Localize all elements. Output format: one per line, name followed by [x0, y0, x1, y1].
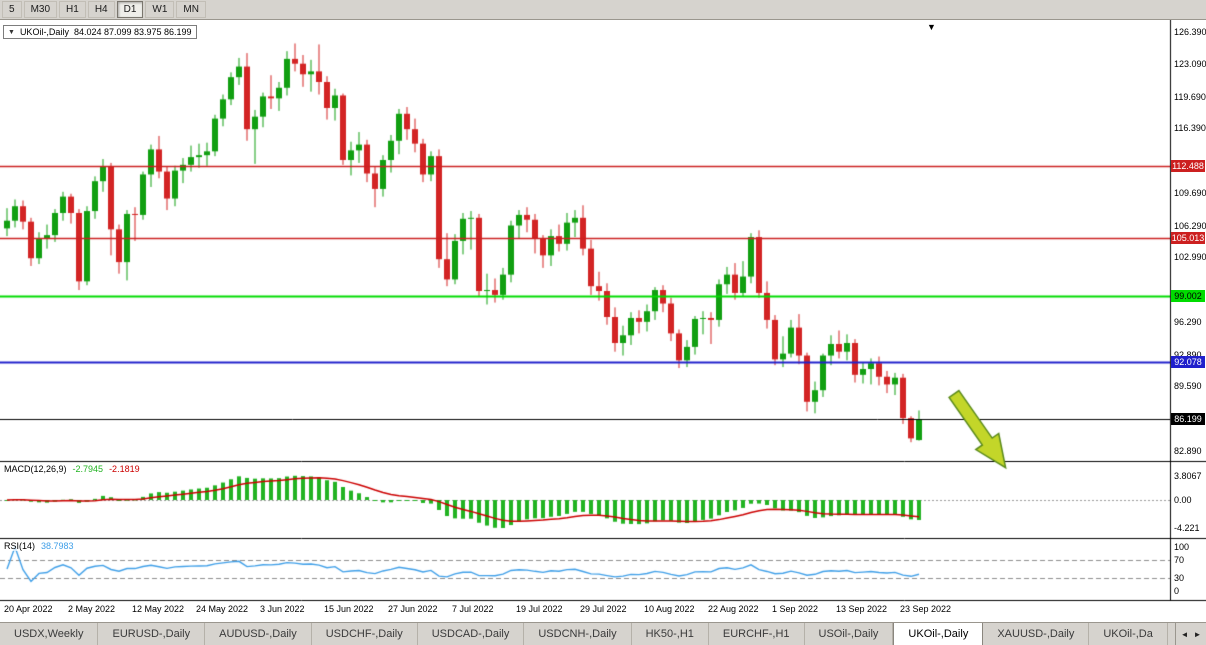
- date-axis-label: 19 Jul 2022: [516, 604, 563, 614]
- tf-button-w1[interactable]: W1: [145, 1, 175, 18]
- tf-button-m30[interactable]: M30: [23, 1, 58, 18]
- macd-value: -2.7945: [72, 464, 104, 474]
- macd-scale-label: 0.00: [1174, 495, 1192, 505]
- price-axis-tick: 92.890: [1174, 349, 1202, 360]
- symbol-name: UKOil-,Daily: [19, 27, 69, 37]
- date-axis-label: 1 Sep 2022: [772, 604, 819, 614]
- date-axis-label: 7 Jul 2022: [452, 604, 494, 614]
- rsi-scale-label: 70: [1174, 555, 1185, 566]
- ohlc-values: 84.024 87.099 83.975 86.199: [73, 27, 192, 37]
- tab-xauusd-daily[interactable]: XAUUSD-,Daily: [983, 623, 1090, 645]
- tab-usdx-weekly[interactable]: USDX,Weekly: [0, 623, 99, 645]
- date-axis-label: 22 Aug 2022: [708, 604, 759, 614]
- date-axis-label: 13 Sep 2022: [836, 604, 888, 614]
- tab-eurchf-h1[interactable]: EURCHF-,H1: [709, 623, 805, 645]
- date-axis-label: 2 May 2022: [68, 604, 116, 614]
- date-axis-label: 3 Jun 2022: [260, 604, 305, 614]
- price-axis-tick: 126.390: [1174, 27, 1206, 37]
- date-axis-label: 12 May 2022: [132, 604, 185, 614]
- tab-usdcnh-daily[interactable]: USDCNH-,Daily: [524, 623, 632, 645]
- chart-shift-marker-icon: ▼: [927, 22, 936, 32]
- rsi-indicator-label: RSI(14) 38.7983: [4, 541, 74, 551]
- date-axis-label: 23 Sep 2022: [900, 604, 952, 614]
- price-axis-tick: 119.690: [1174, 91, 1206, 102]
- tab-usdcad-daily[interactable]: USDCAD-,Daily: [418, 623, 525, 645]
- price-chart-canvas[interactable]: [0, 20, 1206, 622]
- date-axis-label: 27 Jun 2022: [388, 604, 438, 614]
- date-axis-label: 24 May 2022: [196, 604, 249, 614]
- rsi-scale-label: 100: [1174, 542, 1190, 552]
- macd-title: MACD(12,26,9): [4, 464, 67, 474]
- macd-scale-label: -4.221: [1174, 523, 1200, 533]
- date-axis-label: 15 Jun 2022: [324, 604, 374, 614]
- price-axis-tick: 96.290: [1174, 316, 1202, 327]
- tab-scroll-buttons: ◄ ►: [1175, 623, 1206, 645]
- tab-eurusd-daily[interactable]: EURUSD-,Daily: [98, 623, 206, 645]
- macd-indicator-label: MACD(12,26,9) -2.7945 -2.1819: [4, 464, 140, 474]
- tab-hk50-h1[interactable]: HK50-,H1: [632, 623, 709, 645]
- one-click-trading-arrow-icon[interactable]: ▼: [8, 28, 15, 36]
- symbol-ohlc-label: ▼ UKOil-,Daily 84.024 87.099 83.975 86.1…: [3, 25, 197, 39]
- tf-button-mn[interactable]: MN: [176, 1, 206, 18]
- tab-audusd-daily[interactable]: AUDUSD-,Daily: [205, 623, 312, 645]
- tab-usdchf-daily[interactable]: USDCHF-,Daily: [312, 623, 418, 645]
- price-line-badge-99.002: 99.002: [1171, 289, 1205, 302]
- rsi-value: 38.7983: [41, 541, 74, 551]
- chart-window: ▼ UKOil-,Daily 84.024 87.099 83.975 86.1…: [0, 20, 1206, 622]
- rsi-scale-label: 30: [1174, 572, 1185, 583]
- price-axis-tick: 106.290: [1174, 220, 1206, 231]
- price-axis-tick: 82.890: [1174, 445, 1202, 456]
- tab-scroll-right-icon[interactable]: ►: [1193, 629, 1202, 639]
- price-line-badge-112.488: 112.488: [1171, 159, 1205, 172]
- tf-button-d1[interactable]: D1: [116, 1, 144, 18]
- tab-ukoil-da[interactable]: UKOil-,Da: [1089, 623, 1168, 645]
- macd-signal-value: -2.1819: [109, 464, 140, 474]
- tf-button-5[interactable]: 5: [2, 1, 22, 18]
- date-axis-label: 10 Aug 2022: [644, 604, 695, 614]
- tf-button-h4[interactable]: H4: [87, 1, 115, 18]
- tab-scroll-left-icon[interactable]: ◄: [1180, 629, 1189, 639]
- date-axis-label: 29 Jul 2022: [580, 604, 627, 614]
- rsi-scale-label: 0: [1174, 586, 1180, 596]
- tab-usoil-daily[interactable]: USOil-,Daily: [805, 623, 894, 645]
- symbol-tabbar: USDX,Weekly EURUSD-,Daily AUDUSD-,Daily USD…: [0, 622, 1206, 645]
- price-axis-tick: 123.090: [1174, 58, 1206, 69]
- tf-button-h1[interactable]: H1: [59, 1, 86, 18]
- timeframe-toolbar: 5 M30 H1 H4 D1 W1 MN: [0, 0, 1206, 20]
- price-line-badge-105.013: 105.013: [1171, 231, 1205, 244]
- price-axis-tick: 89.590: [1174, 381, 1202, 392]
- price-axis-tick: 109.690: [1174, 187, 1206, 198]
- price-axis-tick: 102.990: [1174, 252, 1206, 263]
- date-axis-label: 20 Apr 2022: [4, 604, 53, 614]
- rsi-title: RSI(14): [4, 541, 36, 551]
- price-line-badge-92.078: 92.078: [1171, 356, 1205, 369]
- tab-ukoil-daily[interactable]: UKOil-,Daily: [893, 623, 984, 645]
- macd-scale-label: 3.8067: [1174, 471, 1202, 481]
- price-line-badge-86.199: 86.199: [1171, 413, 1205, 426]
- price-axis-tick: 116.390: [1174, 123, 1206, 134]
